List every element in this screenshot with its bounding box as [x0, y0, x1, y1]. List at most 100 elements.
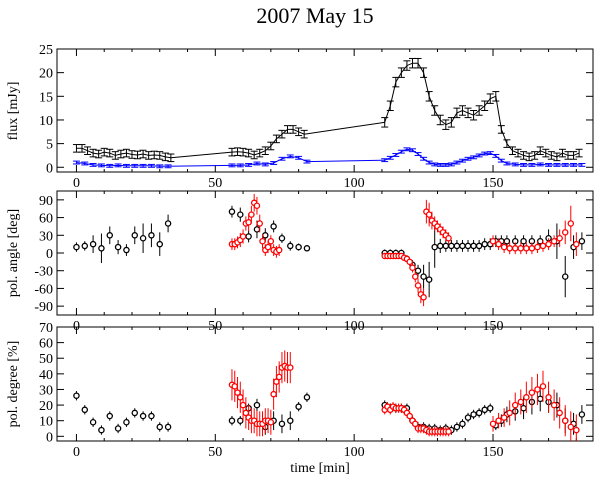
data-point [437, 242, 444, 250]
data-point [164, 220, 172, 227]
chart-title: 2007 May 15 [256, 3, 373, 28]
data-point [528, 389, 536, 396]
data-point [545, 240, 552, 248]
data-point [489, 237, 497, 245]
series-angle-black [73, 205, 586, 298]
data-point [561, 417, 569, 424]
data-point [534, 243, 541, 251]
data-point [500, 414, 508, 421]
data-point [164, 423, 172, 431]
series-degree-red [228, 350, 580, 441]
data-point [239, 233, 247, 240]
y-tick-label: 10 [39, 415, 53, 430]
data-point [534, 386, 541, 393]
data-point [267, 237, 275, 245]
y-tick-label: -30 [34, 265, 53, 280]
y-tick-label: 10 [39, 114, 53, 129]
data-point [414, 282, 422, 289]
y-tick-label: 90 [39, 194, 53, 209]
y-tick-label: 0 [46, 161, 53, 176]
data-point [517, 245, 525, 252]
series-line [76, 62, 580, 159]
y-tick-label: 25 [39, 43, 53, 58]
y-tick-label: 0 [46, 430, 53, 445]
x-tick-label: 50 [208, 176, 222, 191]
y-tick-label: 60 [39, 212, 53, 227]
data-point [228, 208, 236, 215]
data-point [567, 220, 575, 227]
y-tick-label: 5 [46, 138, 53, 153]
data-point [470, 411, 477, 418]
data-point [445, 234, 452, 242]
data-point [253, 202, 261, 210]
data-point [536, 395, 544, 403]
data-point [550, 401, 558, 409]
data-point [131, 409, 139, 417]
data-point [545, 394, 552, 401]
data-point [81, 242, 89, 250]
data-point [573, 426, 580, 434]
data-point [550, 237, 558, 245]
series-flux-polarized-flux [72, 147, 586, 169]
data-point [453, 242, 461, 250]
data-point [495, 417, 502, 424]
data-point [561, 273, 569, 280]
data-point [567, 423, 575, 431]
y-axis-label-angle: pol. angle [deg] [6, 209, 21, 297]
panel-flux: 0 50 100 150 0 5 10 15 20 25 flux [mJy] [6, 43, 594, 191]
x-tick-label: 0 [73, 445, 80, 460]
data-point [278, 234, 286, 242]
y-axis-label-flux: flux [mJy] [6, 82, 21, 141]
data-point [148, 412, 155, 420]
data-point [556, 234, 563, 242]
panel-angle-frame [56, 190, 594, 316]
panel-degree-marks [73, 350, 586, 441]
y-tick-label: 60 [39, 337, 53, 352]
data-point [287, 364, 294, 371]
data-point [486, 404, 494, 412]
x-tick-label: 50 [208, 445, 222, 460]
data-point [573, 240, 580, 248]
x-tick-label: 100 [344, 445, 365, 460]
data-point [475, 409, 483, 417]
data-point [464, 414, 472, 421]
data-point [303, 394, 311, 401]
data-point [425, 211, 433, 218]
data-point [475, 242, 483, 250]
data-point [139, 412, 147, 420]
data-point [139, 234, 147, 242]
data-point [520, 237, 527, 245]
x-tick-label: 150 [483, 445, 504, 460]
data-point [500, 243, 508, 251]
data-point [459, 242, 466, 250]
data-point [420, 294, 427, 301]
y-tick-label: -90 [34, 300, 53, 315]
y-tick-label: 20 [39, 399, 53, 414]
data-point [561, 229, 569, 236]
data-point [123, 419, 130, 426]
data-point [98, 245, 105, 252]
data-point [506, 245, 513, 252]
data-point [89, 240, 97, 248]
data-point [489, 420, 497, 428]
data-point [578, 411, 586, 418]
data-point [556, 409, 563, 417]
data-point [89, 419, 97, 426]
data-point [517, 398, 525, 406]
data-point [98, 426, 105, 434]
data-point [406, 258, 413, 266]
data-point [431, 243, 438, 251]
x-axis-label: time [min] [290, 461, 350, 476]
data-point [453, 423, 461, 431]
data-point [237, 211, 244, 218]
y-tick-label: 30 [39, 383, 53, 398]
data-point [420, 273, 427, 280]
data-point [464, 242, 472, 250]
data-point [539, 242, 547, 250]
data-point [81, 406, 89, 414]
data-point [156, 423, 164, 431]
data-point [259, 237, 266, 245]
